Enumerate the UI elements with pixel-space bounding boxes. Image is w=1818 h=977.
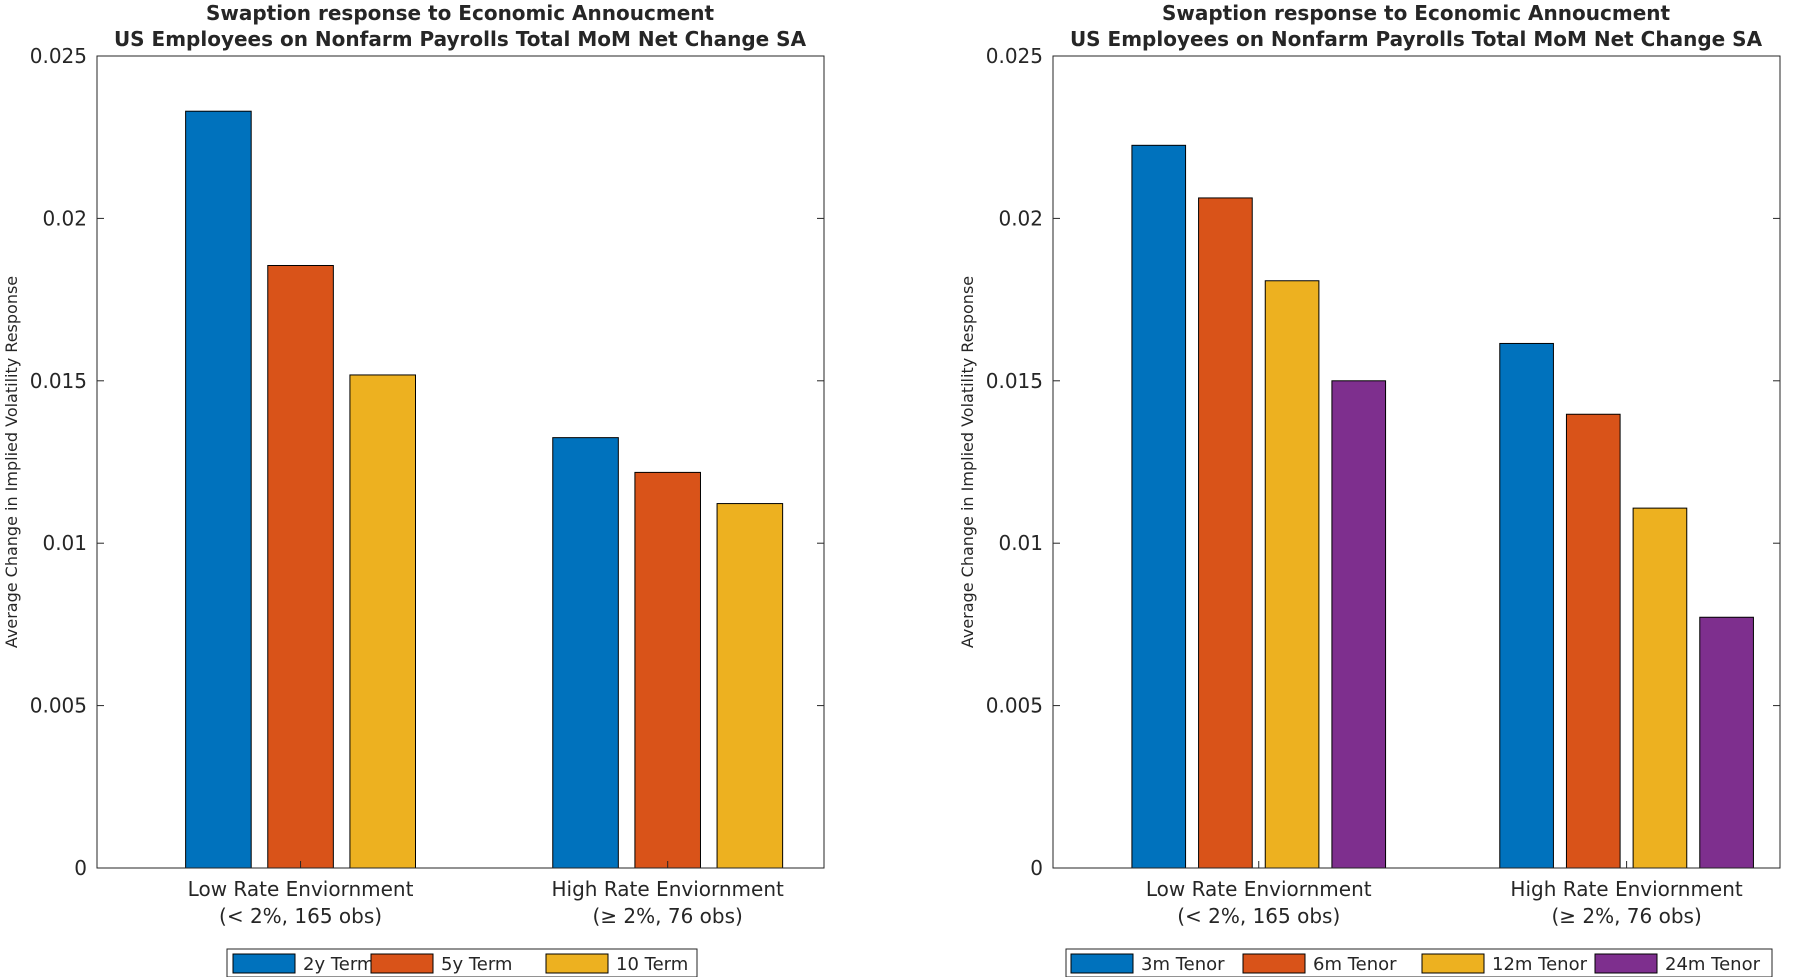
- bar-5y-term-group-1: [267, 264, 334, 869]
- y-tick-label: 0.015: [30, 369, 87, 393]
- legend-swatch: [1242, 953, 1306, 974]
- legend-entry-label: 2y Term: [303, 954, 374, 975]
- y-tick-label: 0: [74, 856, 87, 880]
- plot-area-frame: [1052, 55, 1781, 869]
- bar-3m-tenor-group-2: [1499, 342, 1554, 869]
- legend: 2y Term 5y Term 10 Term: [226, 948, 698, 977]
- plot-area-frame: [96, 55, 825, 869]
- legend-entry-label: 10 Term: [616, 954, 688, 975]
- bar-3m-tenor-group-1: [1131, 144, 1187, 869]
- bar-2y-term-group-1: [185, 110, 252, 869]
- chart-subtitle: US Employees on Nonfarm Payrolls Total M…: [1070, 27, 1763, 51]
- chart-subtitle: US Employees on Nonfarm Payrolls Total M…: [114, 27, 807, 51]
- bar-2y-term-group-2: [552, 437, 619, 869]
- y-tick-label: 0.005: [30, 694, 87, 718]
- chart-1: Swaption response to Economic Annoucment…: [2, 1, 825, 977]
- y-tick-label: 0.015: [986, 369, 1043, 393]
- x-tick-sublabel: (< 2%, 165 obs): [1177, 904, 1340, 928]
- y-tick-label: 0.025: [30, 44, 87, 68]
- bar-12m-tenor-group-1: [1264, 280, 1320, 869]
- bar-24m-tenor-group-1: [1331, 380, 1387, 869]
- legend-box: [226, 948, 698, 977]
- legend-entry-label: 5y Term: [441, 954, 512, 975]
- legend-swatch: [1070, 953, 1134, 974]
- legend-entry-label: 24m Tenor: [1665, 954, 1761, 975]
- bar-10-term-group-1: [349, 374, 416, 869]
- bar-12m-tenor-group-2: [1632, 507, 1688, 869]
- bar-6m-tenor-group-1: [1198, 197, 1253, 869]
- legend-entry-label: 12m Tenor: [1492, 954, 1588, 975]
- y-axis-label: Average Change in Implied Volatility Res…: [958, 276, 977, 648]
- y-tick-label: 0.01: [42, 531, 87, 555]
- legend: 3m Tenor 6m Tenor 12m Tenor 24m Tenor: [1065, 948, 1773, 977]
- chart-title: Swaption response to Economic Annoucment: [206, 1, 715, 25]
- x-tick-label: High Rate Enviornment: [552, 877, 784, 901]
- legend-entry-label: 3m Tenor: [1141, 954, 1225, 975]
- bar-6m-tenor-group-2: [1565, 413, 1621, 869]
- bar-5y-term-group-2: [634, 471, 701, 869]
- x-tick-label: High Rate Enviornment: [1510, 877, 1742, 901]
- y-tick-label: 0.025: [986, 44, 1043, 68]
- bar-10-term-group-2: [716, 503, 784, 869]
- bar-24m-tenor-group-2: [1699, 616, 1754, 869]
- y-tick-label: 0.02: [998, 206, 1043, 230]
- x-tick-sublabel: (< 2%, 165 obs): [219, 904, 382, 928]
- y-tick-label: 0: [1030, 856, 1043, 880]
- chart-title: Swaption response to Economic Annoucment: [1162, 1, 1671, 25]
- x-tick-label: Low Rate Enviornment: [1146, 877, 1372, 901]
- x-tick-sublabel: (≥ 2%, 76 obs): [1551, 904, 1701, 928]
- y-tick-label: 0.01: [998, 531, 1043, 555]
- legend-swatch: [232, 953, 296, 974]
- y-axis-label: Average Change in Implied Volatility Res…: [2, 276, 21, 648]
- chart-2: Swaption response to Economic Annoucment…: [958, 1, 1781, 977]
- legend-entry-label: 6m Tenor: [1313, 954, 1397, 975]
- y-tick-label: 0.02: [42, 206, 87, 230]
- x-tick-sublabel: (≥ 2%, 76 obs): [593, 904, 743, 928]
- legend-swatch: [1594, 953, 1658, 974]
- x-tick-label: Low Rate Enviornment: [188, 877, 414, 901]
- legend-swatch: [1421, 953, 1485, 974]
- y-tick-label: 0.005: [986, 694, 1043, 718]
- legend-swatch: [370, 953, 434, 974]
- legend-swatch: [545, 953, 609, 974]
